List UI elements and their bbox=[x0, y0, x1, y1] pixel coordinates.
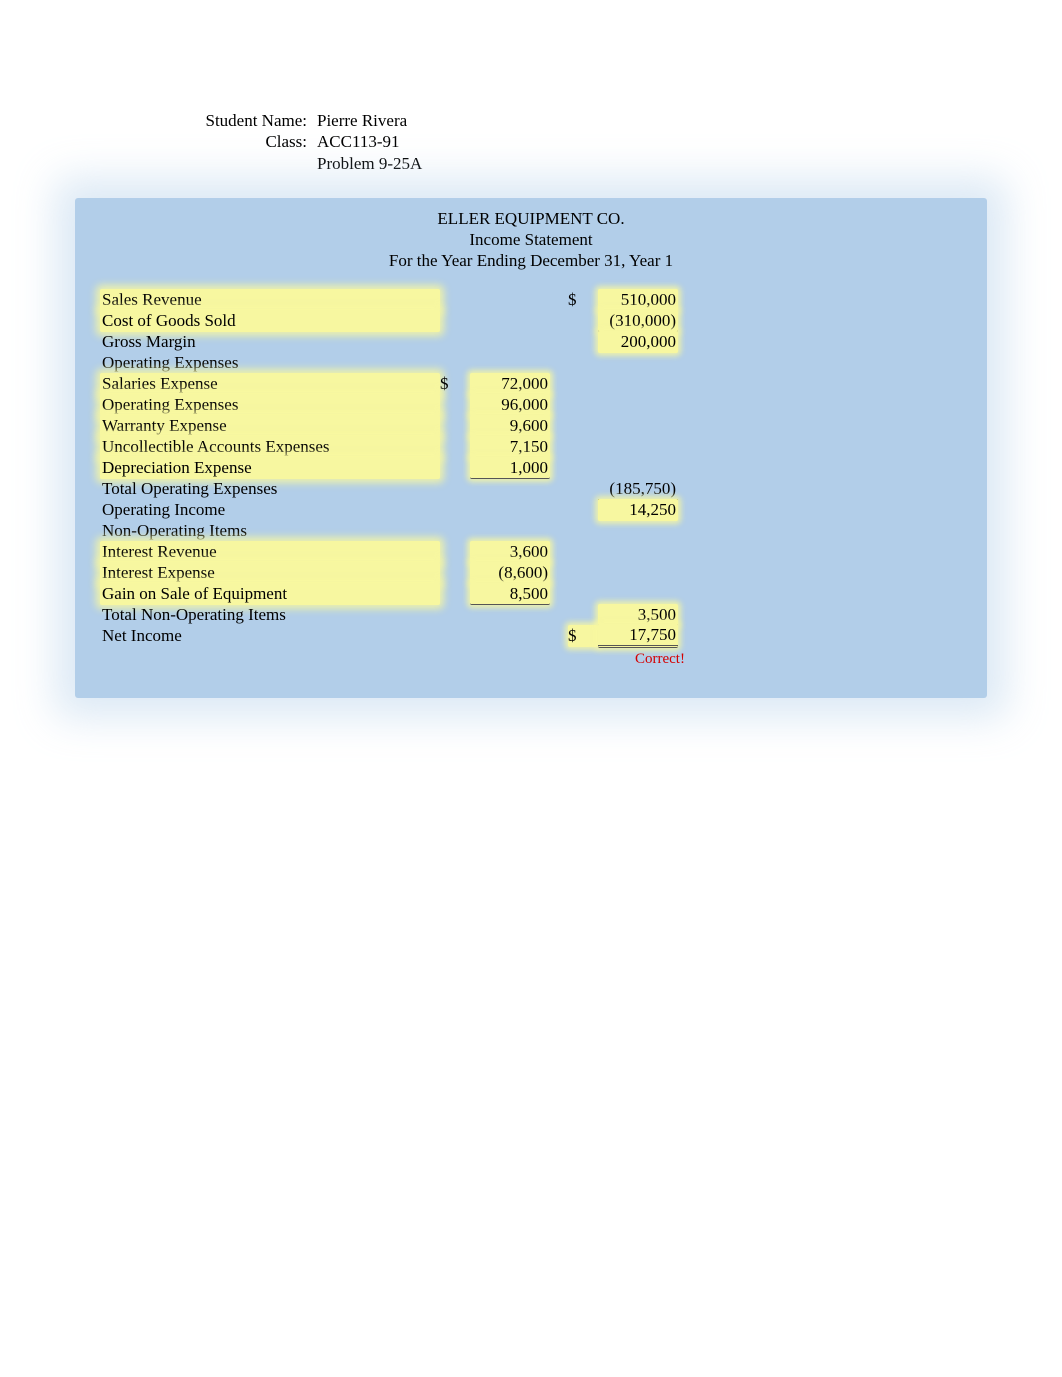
amt-total-op-exp: (185,750) bbox=[598, 478, 678, 500]
amt-op-income: 14,250 bbox=[598, 499, 678, 520]
row-warranty: Warranty Expense 9,600 bbox=[100, 416, 962, 437]
label-int-exp: Interest Expense bbox=[100, 562, 440, 583]
label-gross-margin: Gross Margin bbox=[100, 331, 440, 352]
amt-int-exp: (8,600) bbox=[470, 562, 550, 583]
amt-cogs: (310,000) bbox=[598, 310, 678, 332]
sym2-net-income: $ bbox=[568, 625, 598, 646]
label-operating: Operating Expenses bbox=[100, 394, 440, 415]
row-depreciation: Depreciation Expense 1,000 bbox=[100, 458, 962, 479]
amt-salaries: 72,000 bbox=[470, 373, 550, 394]
problem-label bbox=[165, 153, 315, 174]
label-total-nonop: Total Non-Operating Items bbox=[100, 604, 440, 625]
company-name: ELLER EQUIPMENT CO. bbox=[100, 208, 962, 229]
amt-warranty: 9,600 bbox=[470, 415, 550, 436]
label-salaries: Salaries Expense bbox=[100, 373, 440, 394]
problem-row: Problem 9-25A bbox=[165, 153, 987, 174]
page-container: Student Name: Pierre Rivera Class: ACC11… bbox=[0, 0, 1062, 698]
label-total-op-exp: Total Operating Expenses bbox=[100, 478, 440, 499]
student-name-label: Student Name: bbox=[165, 110, 315, 131]
statement-period: For the Year Ending December 31, Year 1 bbox=[100, 250, 962, 271]
statement-title: Income Statement bbox=[100, 229, 962, 250]
row-gross-margin: Gross Margin 200,000 bbox=[100, 332, 962, 353]
amt-depreciation: 1,000 bbox=[470, 457, 550, 479]
label-op-exp-header: Operating Expenses bbox=[100, 352, 440, 373]
row-salaries: Salaries Expense $ 72,000 bbox=[100, 374, 962, 395]
row-gain: Gain on Sale of Equipment 8,500 bbox=[100, 584, 962, 605]
amt-uncollectible: 7,150 bbox=[470, 436, 550, 457]
row-sales-revenue: Sales Revenue $ 510,000 bbox=[100, 290, 962, 311]
row-total-op-exp: Total Operating Expenses (185,750) bbox=[100, 479, 962, 500]
class-value: ACC113-91 bbox=[315, 131, 400, 152]
row-int-exp: Interest Expense (8,600) bbox=[100, 563, 962, 584]
label-warranty: Warranty Expense bbox=[100, 415, 440, 436]
student-name-value: Pierre Rivera bbox=[315, 110, 407, 131]
label-cogs: Cost of Goods Sold bbox=[100, 310, 440, 331]
row-total-nonop: Total Non-Operating Items 3,500 bbox=[100, 605, 962, 626]
label-sales-revenue: Sales Revenue bbox=[100, 289, 440, 310]
label-net-income: Net Income bbox=[100, 625, 440, 646]
amt-gross-margin: 200,000 bbox=[598, 331, 678, 352]
feedback-correct: Correct! bbox=[596, 651, 724, 668]
label-gain: Gain on Sale of Equipment bbox=[100, 583, 440, 604]
sym2-sales: $ bbox=[568, 289, 598, 310]
sym1-salaries: $ bbox=[440, 373, 470, 394]
amt-gain: 8,500 bbox=[470, 583, 550, 605]
student-name-row: Student Name: Pierre Rivera bbox=[165, 110, 987, 131]
income-statement-box: ELLER EQUIPMENT CO. Income Statement For… bbox=[75, 198, 987, 698]
label-op-income: Operating Income bbox=[100, 499, 440, 520]
amt-net-income: 17,750 bbox=[598, 624, 678, 648]
row-uncollectible: Uncollectible Accounts Expenses 7,150 bbox=[100, 437, 962, 458]
label-depreciation: Depreciation Expense bbox=[100, 457, 440, 478]
row-op-exp-header: Operating Expenses bbox=[100, 353, 962, 374]
row-net-income: Net Income $ 17,750 bbox=[100, 626, 962, 647]
problem-value: Problem 9-25A bbox=[315, 153, 422, 174]
row-operating: Operating Expenses 96,000 bbox=[100, 395, 962, 416]
header-info: Student Name: Pierre Rivera Class: ACC11… bbox=[165, 110, 987, 174]
amt-int-rev: 3,600 bbox=[470, 541, 550, 562]
class-row: Class: ACC113-91 bbox=[165, 131, 987, 152]
label-int-rev: Interest Revenue bbox=[100, 541, 440, 562]
amt-sales-revenue: 510,000 bbox=[598, 289, 678, 310]
amt-operating: 96,000 bbox=[470, 394, 550, 415]
row-op-income: Operating Income 14,250 bbox=[100, 500, 962, 521]
amt-total-nonop: 3,500 bbox=[598, 604, 678, 626]
row-nonop-header: Non-Operating Items bbox=[100, 521, 962, 542]
label-uncollectible: Uncollectible Accounts Expenses bbox=[100, 436, 440, 457]
row-cogs: Cost of Goods Sold (310,000) bbox=[100, 311, 962, 332]
statement-heading: ELLER EQUIPMENT CO. Income Statement For… bbox=[100, 208, 962, 272]
class-label: Class: bbox=[165, 131, 315, 152]
label-nonop-header: Non-Operating Items bbox=[100, 520, 440, 541]
row-int-rev: Interest Revenue 3,600 bbox=[100, 542, 962, 563]
